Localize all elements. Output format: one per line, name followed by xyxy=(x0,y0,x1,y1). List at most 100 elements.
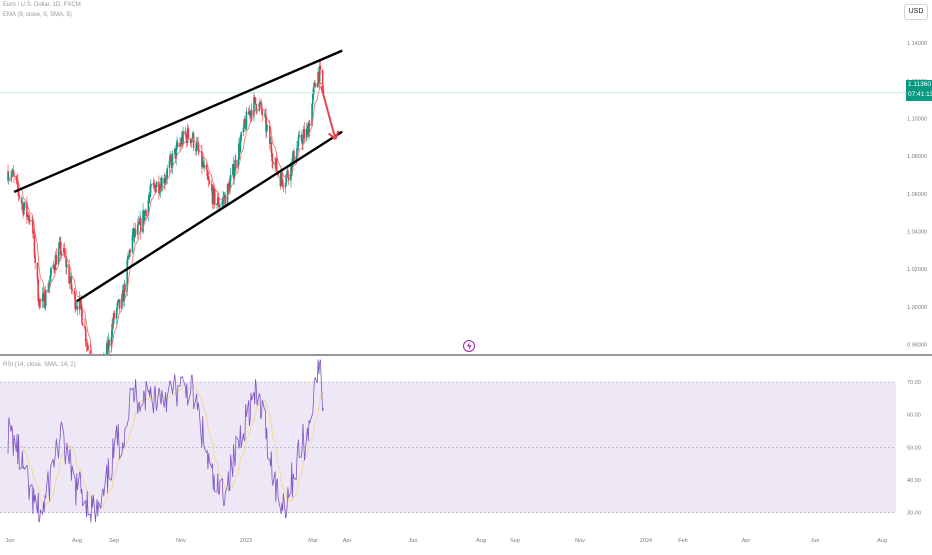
candle-body xyxy=(305,128,308,139)
time-axis-tick: Nov xyxy=(575,538,585,544)
candle-body xyxy=(23,202,26,208)
candle-body xyxy=(197,142,199,150)
candle-body xyxy=(245,111,248,130)
channel-upper-trendline xyxy=(13,49,343,194)
candle-body xyxy=(265,114,267,132)
candle-body xyxy=(226,183,229,205)
rsi-axis-tick: 50.00 xyxy=(907,445,921,451)
candle-body xyxy=(285,174,288,183)
candle-body xyxy=(55,255,58,265)
price-axis-tick: 1.10000 xyxy=(907,116,927,122)
candle-body xyxy=(127,257,129,260)
candle-body xyxy=(229,174,232,182)
candle-body xyxy=(293,150,295,164)
candle-body xyxy=(108,340,110,347)
candle-body xyxy=(126,259,129,292)
price-axis-tick: 1.14000 xyxy=(907,41,927,47)
candle-body xyxy=(91,372,93,376)
candle-body xyxy=(212,187,215,204)
candle-body xyxy=(7,176,10,181)
candle-body xyxy=(60,242,62,256)
candle-body xyxy=(124,284,126,292)
candle-body xyxy=(50,267,52,276)
candle-body xyxy=(10,173,13,177)
candle-body xyxy=(153,182,156,185)
price-axis-tick: 0.98000 xyxy=(907,343,927,349)
candle-body xyxy=(75,306,77,309)
candle-body xyxy=(258,103,261,111)
rsi-axis-tick: 70.00 xyxy=(907,380,921,386)
candle-body xyxy=(311,103,313,126)
candle-body xyxy=(235,160,237,169)
rsi-legend[interactable]: RSI (14, close, SMA, 14, 2) xyxy=(3,362,76,368)
candle-body xyxy=(44,305,46,308)
candle-body xyxy=(170,156,172,160)
candle-body xyxy=(309,123,311,126)
candle-body xyxy=(213,187,215,190)
candle-body xyxy=(175,145,178,159)
candle-body xyxy=(244,119,246,123)
candle-body xyxy=(17,180,19,189)
candle-body xyxy=(164,178,167,181)
candle-body xyxy=(255,104,258,112)
candle-body xyxy=(158,181,160,194)
candle-body xyxy=(237,159,239,169)
candle-body xyxy=(92,372,94,378)
candle-body xyxy=(128,250,131,256)
candle-body xyxy=(43,292,46,308)
last-price-value: 1.11360 xyxy=(908,81,932,88)
lightning-icon-bolt xyxy=(467,341,472,351)
candle-body xyxy=(81,323,84,326)
candle-body xyxy=(171,153,174,169)
candle-body xyxy=(48,281,51,287)
candle-body xyxy=(312,94,314,104)
ema-legend[interactable]: EMA (9, close, 0, SMA, 5) xyxy=(3,12,72,18)
candle-body xyxy=(142,210,144,233)
candle-body xyxy=(158,191,161,194)
candle-body xyxy=(131,235,134,253)
bearish-arrow-head xyxy=(327,132,337,140)
candle-body xyxy=(127,255,130,258)
candle-body xyxy=(149,193,151,198)
candle-body xyxy=(161,178,163,191)
time-axis-tick: 2024 xyxy=(640,538,652,544)
candle-body xyxy=(271,152,273,162)
candle-body xyxy=(139,217,142,233)
candle-body xyxy=(206,169,208,176)
candle-body xyxy=(269,125,271,144)
candle-body xyxy=(118,299,121,309)
candle-body xyxy=(302,133,304,145)
candle-body xyxy=(44,289,47,306)
candle-body xyxy=(210,183,213,191)
candle-body xyxy=(168,160,171,169)
candle-body xyxy=(85,341,88,345)
time-axis-tick: Jun xyxy=(811,538,820,544)
candle-body xyxy=(136,224,139,235)
candle-body xyxy=(233,171,236,179)
candle-body xyxy=(112,313,115,325)
candle-body xyxy=(87,345,89,351)
last-price-tag: 1.11360 07:41:13 xyxy=(906,80,932,101)
candle-body xyxy=(207,179,210,182)
time-axis-tick: Jun xyxy=(6,538,15,544)
candle-body xyxy=(17,188,20,196)
candle-body xyxy=(13,173,15,177)
candle-body xyxy=(256,110,258,112)
candle-body xyxy=(134,229,137,235)
candle-body xyxy=(38,299,41,307)
rsi-axis-tick: 30.00 xyxy=(907,511,921,517)
candle-body xyxy=(47,286,50,292)
candle-body xyxy=(287,176,290,181)
currency-button[interactable]: USD xyxy=(904,4,928,20)
candle-body xyxy=(254,97,257,105)
time-axis-tick: Sep xyxy=(510,538,520,544)
candle-body xyxy=(229,181,231,193)
ema-line xyxy=(7,82,324,354)
candle-body xyxy=(84,328,87,342)
candle-body xyxy=(116,302,119,309)
candle-body xyxy=(121,294,123,309)
candle-body xyxy=(74,293,76,309)
candles xyxy=(7,59,325,378)
